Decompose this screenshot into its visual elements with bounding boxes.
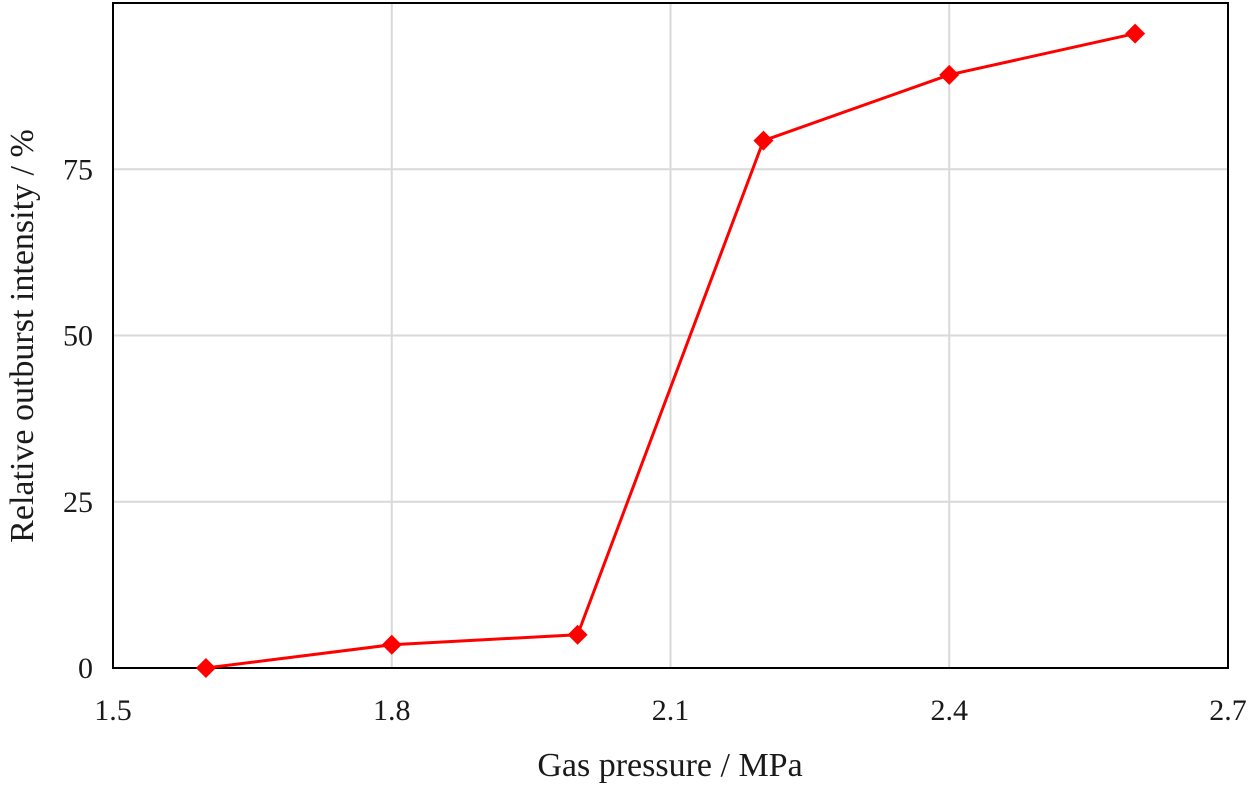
y-axis-ticks: 0 25 50 75 bbox=[63, 153, 93, 685]
series-line bbox=[205, 32, 1136, 670]
series-layer bbox=[195, 23, 1146, 678]
grid-lines bbox=[113, 3, 1228, 668]
x-tick-label: 1.8 bbox=[373, 694, 411, 727]
data-point-diamond bbox=[1125, 23, 1146, 44]
data-point-diamond bbox=[753, 130, 774, 151]
y-tick-label: 0 bbox=[78, 652, 93, 685]
x-axis-ticks: 1.5 1.8 2.1 2.4 2.7 bbox=[94, 694, 1247, 727]
y-axis-title: Relative outburst intensity / % bbox=[4, 129, 41, 543]
plot-frame bbox=[112, 2, 1229, 669]
y-tick-label: 75 bbox=[63, 153, 93, 186]
x-tick-label: 2.7 bbox=[1209, 694, 1247, 727]
y-tick-label: 25 bbox=[63, 486, 93, 519]
data-point-diamond bbox=[567, 624, 588, 645]
x-tick-label: 2.1 bbox=[652, 694, 690, 727]
x-axis-title: Gas pressure / MPa bbox=[537, 747, 802, 784]
x-tick-label: 1.5 bbox=[94, 694, 132, 727]
x-tick-label: 2.4 bbox=[931, 694, 969, 727]
data-point-diamond bbox=[939, 64, 960, 85]
y-tick-label: 50 bbox=[63, 320, 93, 353]
data-point-diamond bbox=[381, 634, 402, 655]
data-point-diamond bbox=[195, 658, 216, 678]
